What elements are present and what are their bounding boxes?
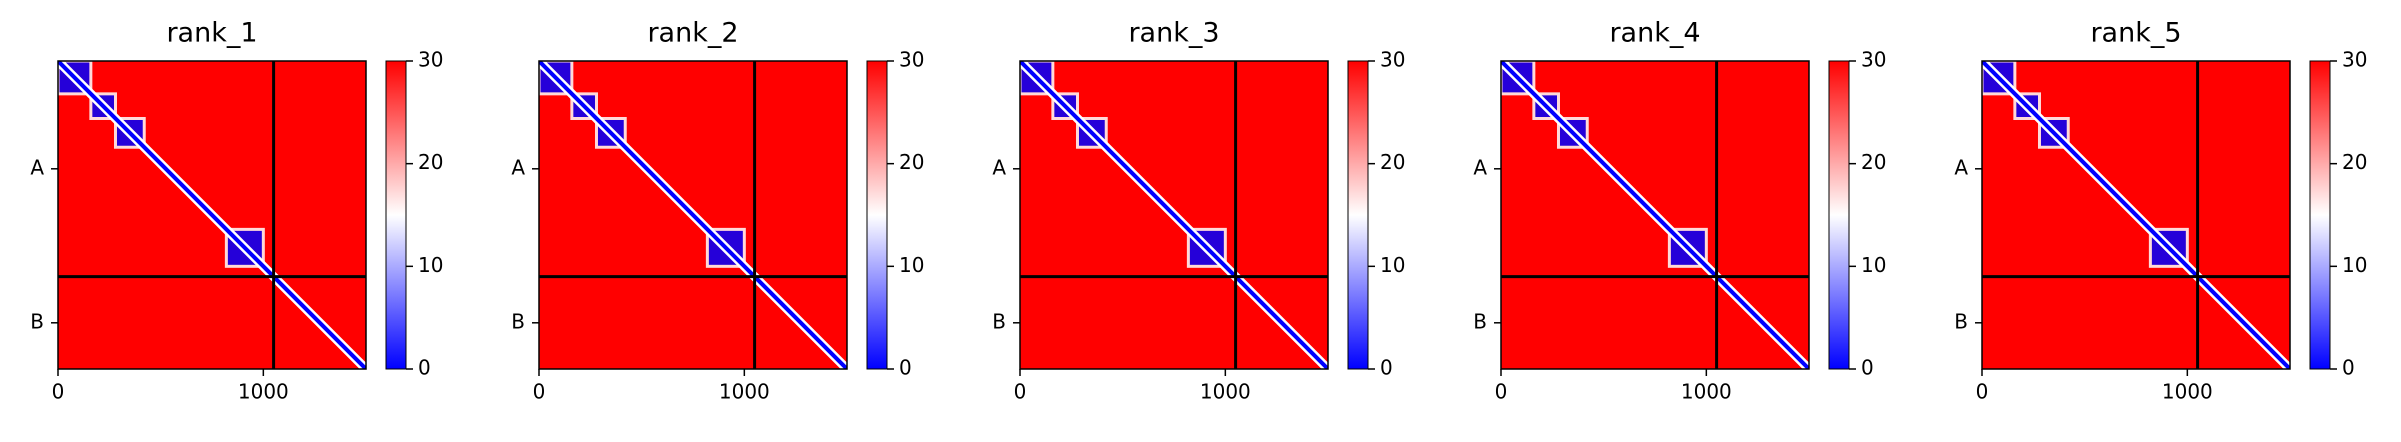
x-tick-label: 0 [52, 380, 65, 404]
colorbar-tick-label: 30 [1861, 48, 1886, 72]
diagonal [1020, 61, 1328, 369]
frame [1981, 60, 2291, 370]
heatmap [1982, 61, 2290, 369]
y-tick-label: A [1954, 155, 1968, 179]
title: rank_3 [1128, 18, 1219, 49]
frame [1019, 60, 1329, 370]
title: rank_1 [166, 18, 257, 49]
frame [1500, 60, 1810, 370]
x-tick-label: 1000 [1681, 380, 1732, 404]
title: rank_2 [647, 18, 738, 49]
x-tick-label: 1000 [1200, 380, 1251, 404]
frame [538, 60, 848, 370]
diagonal [58, 61, 366, 369]
title: rank_4 [1609, 18, 1700, 49]
x-tick-label: 0 [1495, 380, 1508, 404]
y-tick-label: A [992, 155, 1006, 179]
colorbar-tick-label: 10 [2342, 253, 2367, 277]
colorbar-tick-label: 0 [1380, 356, 1393, 380]
colorbar-tick-label: 10 [1861, 253, 1886, 277]
diagonal [1501, 61, 1809, 369]
frame [57, 60, 367, 370]
heatmap [1020, 61, 1328, 369]
colorbar-tick-label: 20 [899, 150, 924, 174]
x-tick-label: 1000 [719, 380, 770, 404]
x-tick-label: 0 [1014, 380, 1027, 404]
y-tick-label: B [511, 309, 525, 333]
colorbar-tick-label: 30 [1380, 48, 1405, 72]
colorbar-tick-label: 10 [418, 253, 443, 277]
colorbar-tick-label: 10 [899, 253, 924, 277]
y-tick-label: A [511, 155, 525, 179]
colorbar-tick-label: 0 [1861, 356, 1874, 380]
title: rank_5 [2090, 18, 2181, 49]
diagonal [539, 61, 847, 369]
colorbar-tick-label: 20 [2342, 150, 2367, 174]
colorbar [1347, 60, 1369, 370]
x-tick-label: 1000 [2162, 380, 2213, 404]
x-tick-label: 0 [1976, 380, 1989, 404]
colorbar-tick-label: 20 [1380, 150, 1405, 174]
colorbar [866, 60, 888, 370]
colorbar [1828, 60, 1850, 370]
colorbar [385, 60, 407, 370]
colorbar-tick-label: 30 [899, 48, 924, 72]
colorbar-tick-label: 0 [2342, 356, 2355, 380]
colorbar-tick-label: 20 [418, 150, 443, 174]
y-tick-label: B [1954, 309, 1968, 333]
diagonal [1982, 61, 2290, 369]
colorbar [2309, 60, 2331, 370]
colorbar-tick-label: 30 [418, 48, 443, 72]
y-tick-label: B [992, 309, 1006, 333]
colorbar-tick-label: 0 [899, 356, 912, 380]
colorbar-tick-label: 0 [418, 356, 431, 380]
colorbar-tick-label: 30 [2342, 48, 2367, 72]
colorbar-tick-label: 10 [1380, 253, 1405, 277]
x-tick-label: 1000 [238, 380, 289, 404]
colorbar-tick-label: 20 [1861, 150, 1886, 174]
y-tick-label: B [1473, 309, 1487, 333]
heatmap [539, 61, 847, 369]
y-tick-label: A [1473, 155, 1487, 179]
heatmap [58, 61, 366, 369]
y-tick-label: B [30, 309, 44, 333]
y-tick-label: A [30, 155, 44, 179]
x-tick-label: 0 [533, 380, 546, 404]
heatmap [1501, 61, 1809, 369]
